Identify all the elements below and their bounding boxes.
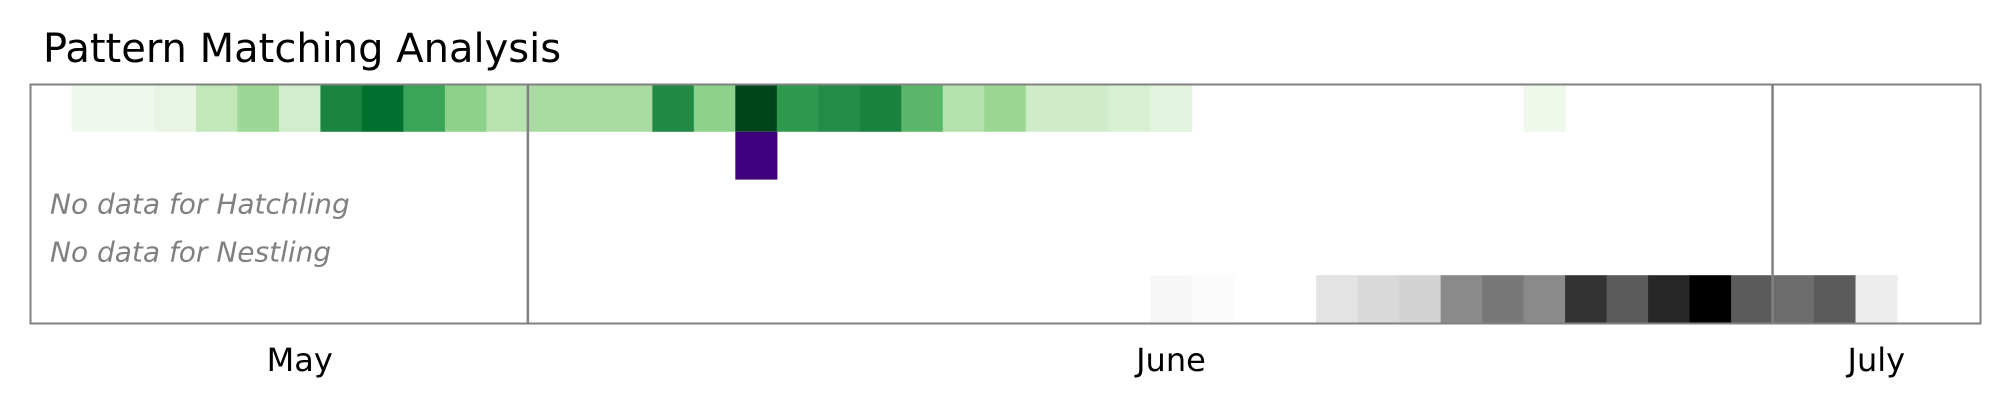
heatmap-cell [444,84,487,132]
month-tick-label: June [1134,341,1206,379]
heatmap-cell [1731,275,1774,323]
heatmap-cell [735,131,778,180]
heatmap-cell [486,84,529,132]
heatmap-cell [818,84,861,132]
heatmap-cell [652,84,695,132]
heatmap-cell [1606,275,1649,323]
heatmap-cell [1067,84,1110,132]
heatmap-cell [984,84,1027,132]
heatmap-cell [154,84,197,132]
heatmap-cell [361,84,404,132]
heatmap-cell [1150,84,1193,132]
heatmap-cell [278,84,322,132]
heatmap-cell [237,84,280,132]
month-boundaries [526,84,1774,323]
heatmap-cell [776,84,819,132]
month-tick-labels: May June July [267,341,1905,379]
heatmap-cell [569,84,612,132]
heatmap-cell [71,84,114,132]
month-tick-label: July [1846,341,1906,379]
heatmap-cell [693,84,736,132]
heatmap-cell [195,84,239,132]
heatmap-cell [1316,275,1359,323]
heatmap-cell [1814,275,1857,323]
heatmap-cell [1482,275,1525,323]
month-tick-label: May [267,341,333,379]
plot-frame [29,83,1982,325]
heatmap-cell [1772,275,1815,323]
chart-title: Pattern Matching Analysis [43,26,561,72]
heatmap-cell [1523,275,1566,323]
heatmap-cell [735,84,778,132]
no-data-message: No data for Nestling [50,235,331,268]
heatmap-cell [1357,275,1400,323]
heatmap-cell [1565,275,1608,323]
no-data-messages: No data for Hatchling No data for Nestlin… [50,188,350,269]
heatmap-cell [320,84,363,132]
heatmap-cell [610,84,653,132]
heatmap-cell [1150,275,1193,323]
heatmap-cell [1399,275,1442,323]
heatmap-cell [1440,275,1483,323]
heatmap-cell [1855,275,1898,323]
heatmap-cell [1108,84,1151,132]
heatmap-cells [71,84,1898,323]
heatmap-cell [403,84,446,132]
heatmap-cell [112,84,156,132]
heatmap-cell [527,84,570,132]
heatmap-cell [1689,275,1732,323]
heatmap-cell [1648,275,1691,323]
no-data-message: No data for Hatchling [50,188,350,221]
heatmap-cell [1523,84,1566,132]
heatmap-cell [942,84,985,132]
heatmap-cell [1025,84,1068,132]
heatmap-cell [859,84,902,132]
heatmap-cell [901,84,944,132]
heatmap-cell [1191,275,1234,323]
